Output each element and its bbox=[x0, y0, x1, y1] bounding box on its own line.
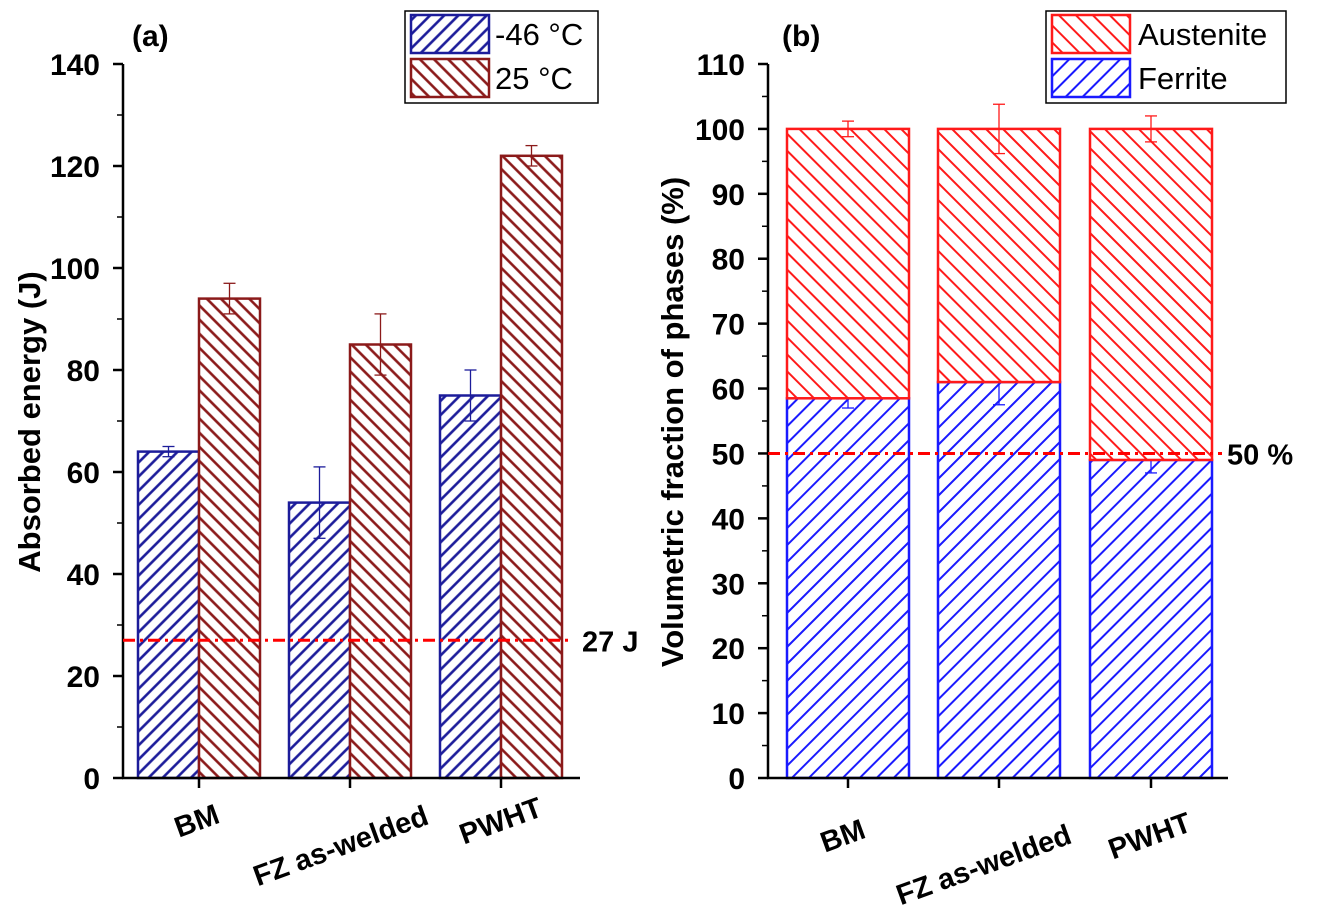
legend-swatch-ferrite bbox=[1050, 57, 1132, 99]
panel-b-label: (b) bbox=[782, 20, 820, 53]
panel-a-legend: -46 °C 25 °C bbox=[404, 10, 599, 104]
panel-b: (b) 0 10 20 30 40 50 60 70 80 90 100 110 50 % BM FZ… bbox=[655, 10, 1293, 912]
y-tick-label: 20 bbox=[712, 633, 745, 666]
panel-a-reference-label: 27 J bbox=[582, 626, 638, 658]
legend-label-minus46: -46 °C bbox=[495, 17, 583, 52]
bar-ferrite bbox=[936, 380, 1062, 780]
legend-label-25: 25 °C bbox=[495, 61, 573, 96]
legend-label-ferrite: Ferrite bbox=[1138, 61, 1228, 96]
panel-b-y-axis-title: Volumetric fraction of phases (%) bbox=[655, 177, 690, 667]
y-tick-label: 100 bbox=[695, 114, 745, 147]
panel-a-y-axis-title: Absorbed energy (J) bbox=[12, 271, 47, 572]
y-tick-label: 100 bbox=[50, 253, 100, 286]
panel-a-category-label: BM bbox=[170, 799, 223, 844]
panel-a-bars bbox=[136, 144, 564, 780]
panel-b-legend: Austenite Ferrite bbox=[1045, 10, 1287, 104]
bar-minus46 bbox=[438, 394, 503, 780]
y-tick-label: 60 bbox=[712, 374, 745, 407]
y-tick-label: 30 bbox=[712, 568, 745, 601]
legend-label-austenite: Austenite bbox=[1138, 17, 1267, 52]
panel-a-label: (a) bbox=[132, 20, 169, 53]
bar-austenite bbox=[936, 127, 1062, 384]
panel-b-bars bbox=[785, 103, 1214, 780]
panel-a-category-label: PWHT bbox=[455, 792, 546, 851]
bar-25 bbox=[348, 343, 413, 780]
y-tick-label: 90 bbox=[712, 179, 745, 212]
y-tick-label: 0 bbox=[83, 763, 100, 796]
legend-swatch-25 bbox=[409, 57, 491, 99]
bar-minus46 bbox=[136, 450, 201, 780]
legend-swatch-minus46 bbox=[409, 13, 491, 55]
y-tick-label: 120 bbox=[50, 151, 100, 184]
y-tick-label: 40 bbox=[67, 559, 100, 592]
y-tick-label: 0 bbox=[728, 763, 745, 796]
panel-a-category-label: FZ as-welded bbox=[249, 800, 433, 893]
panel-a-x-axis bbox=[197, 778, 503, 788]
y-tick-label: 50 bbox=[712, 438, 745, 471]
y-tick-label: 140 bbox=[50, 49, 100, 82]
panel-a: (a) 0 20 40 60 80 100 120 140 27 J BM FZ as-wel… bbox=[12, 10, 638, 893]
panel-a-y-axis: 0 20 40 60 80 100 120 140 bbox=[50, 49, 123, 796]
bar-ferrite bbox=[785, 397, 911, 780]
bar-austenite bbox=[785, 127, 911, 400]
bar-austenite bbox=[1088, 127, 1214, 462]
panel-b-category-label: FZ as-welded bbox=[892, 819, 1076, 912]
y-tick-label: 80 bbox=[712, 244, 745, 277]
y-tick-label: 80 bbox=[67, 355, 100, 388]
bar-25 bbox=[499, 154, 564, 780]
y-tick-label: 110 bbox=[697, 49, 745, 82]
y-tick-label: 70 bbox=[712, 309, 745, 342]
y-tick-label: 60 bbox=[67, 457, 100, 490]
panel-b-category-label: BM bbox=[816, 814, 869, 859]
y-tick-label: 20 bbox=[67, 661, 100, 694]
bar-25 bbox=[197, 297, 262, 780]
panel-b-y-axis: 0 10 20 30 40 50 60 70 80 90 100 110 bbox=[695, 49, 768, 796]
y-tick-label: 10 bbox=[712, 698, 745, 731]
y-tick-label: 40 bbox=[712, 503, 745, 536]
panel-b-category-label: PWHT bbox=[1104, 807, 1195, 866]
legend-swatch-austenite bbox=[1050, 13, 1132, 55]
panel-b-x-axis bbox=[846, 778, 1153, 788]
panel-b-reference-label: 50 % bbox=[1227, 439, 1293, 471]
bar-ferrite bbox=[1088, 458, 1214, 780]
